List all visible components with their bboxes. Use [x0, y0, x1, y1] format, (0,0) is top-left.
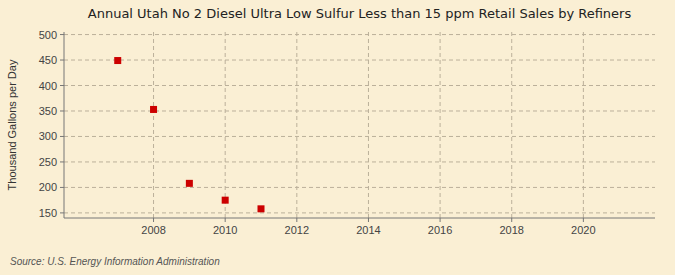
data-point	[186, 180, 193, 187]
y-tick-label: 150	[39, 207, 57, 219]
y-axis-line	[64, 32, 65, 218]
grid	[64, 32, 655, 218]
y-tick	[60, 187, 64, 188]
x-tick	[511, 218, 512, 222]
x-tick-label: 2016	[428, 224, 452, 236]
x-tick-label: 2014	[356, 224, 380, 236]
title: Annual Utah No 2 Diesel Ultra Low Sulfur…	[88, 6, 632, 21]
axes: 2008 2010 2012 2014 2016 2018 2020 150 200 250 300…	[39, 29, 655, 236]
y-tick-label: 250	[39, 156, 57, 168]
y-tick	[60, 34, 64, 35]
x-tick-label: 2010	[213, 224, 237, 236]
x-tick-label: 2008	[141, 224, 165, 236]
y-grid-line	[64, 136, 655, 137]
y-grid-line	[64, 187, 655, 188]
y-grid-line	[64, 161, 655, 162]
chart: 2008 2010 2012 2014 2016 2018 2020 150 200 250 300…	[0, 0, 675, 275]
data-point	[258, 205, 265, 212]
y-grid-line	[64, 212, 655, 213]
y-tick	[60, 85, 64, 86]
x-axis-line	[64, 218, 655, 219]
y-tick-label: 300	[39, 130, 57, 142]
data-point	[114, 57, 121, 64]
y-grid-line	[64, 85, 655, 86]
x-grid-line	[153, 32, 154, 218]
data-point	[222, 197, 229, 204]
data-point	[150, 106, 157, 113]
y-tick	[60, 136, 64, 137]
x-tick	[296, 218, 297, 222]
x-tick	[153, 218, 154, 222]
x-tick	[440, 218, 441, 222]
y-tick-label: 400	[39, 80, 57, 92]
x-tick	[583, 218, 584, 222]
y-axis-label: Thousand Gallons per Day	[6, 59, 18, 190]
y-tick	[60, 212, 64, 213]
x-tick	[225, 218, 226, 222]
y-tick	[60, 60, 64, 61]
chart-container: 2008 2010 2012 2014 2016 2018 2020 150 200 250 300…	[0, 0, 675, 275]
y-grid-line	[64, 60, 655, 61]
data-points	[114, 57, 264, 212]
y-tick-label: 350	[39, 105, 57, 117]
x-tick-label: 2018	[499, 224, 523, 236]
x-tick	[368, 218, 369, 222]
y-tick	[60, 161, 64, 162]
x-tick-label: 2012	[285, 224, 309, 236]
source-note: Source: U.S. Energy Information Administ…	[10, 256, 220, 267]
y-tick-label: 200	[39, 181, 57, 193]
x-grid-line	[440, 32, 441, 218]
y-tick-label: 500	[39, 29, 57, 41]
background	[0, 0, 675, 275]
y-tick	[60, 110, 64, 111]
y-tick-label: 450	[39, 54, 57, 66]
y-grid-line	[64, 34, 655, 35]
x-tick-label: 2020	[571, 224, 595, 236]
